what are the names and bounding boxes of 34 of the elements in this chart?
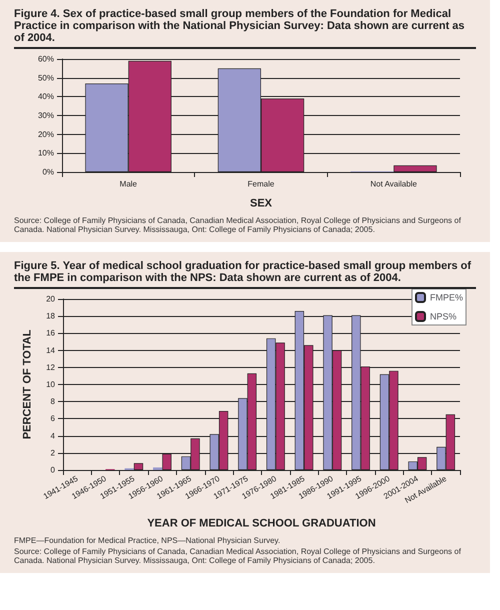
y-axis-title: PERCENT OF TOTAL [22, 329, 34, 440]
y-tick-label: 18 [46, 312, 56, 321]
y-tick-label: 12 [46, 362, 56, 372]
y-tick-label: 10% [38, 148, 54, 158]
legend-label: NPS% [430, 312, 457, 322]
x-axis-title: YEAR OF MEDICAL SCHOOL GRADUATION [147, 518, 376, 530]
x-tick-label: Male [120, 180, 138, 188]
text: FMPE—Foundation for Medical Practice, NPS—National Physician Survey. [14, 536, 282, 545]
legend-label: FMPE% [430, 292, 464, 302]
y-tick-label: 14 [46, 346, 56, 355]
y-tick-label: 4 [50, 431, 56, 440]
y-tick-label: 20 [46, 294, 56, 304]
chart-title: Figure 5. Year of medical school graduation for practice-based small group members of the FMPE in comparison with the NPS: Data shown are current as of 2004. [14, 260, 476, 289]
source-note: Source: College of Family Physicians of Canada, Canadian Medical Association, Royal College of Physicians and Surgeons of Canada. National Physician Survey. Mississauga, Ont: College of Family Physicians of Canada; 2005. [14, 216, 462, 234]
y-tick-label: 16 [46, 328, 56, 338]
y-tick-label: 6 [50, 414, 56, 424]
bar [153, 467, 162, 470]
x-axis-title: SEX [250, 198, 273, 210]
bar [134, 463, 144, 470]
source-note: Source: College of Family Physicians of Canada, Canadian Medical Association, Royal College of Physicians and Surgeons of Canada. National Physician Survey. Mississauga, Ont: College of Family Physicians of Canada; 2005. [14, 547, 462, 565]
chart-title: Figure 4. Sex of practice-based small group members of the Foundation for Medical Practice in comparison with the National Physician Survey: Data shown are current as of 2004. [14, 8, 476, 49]
x-tick-label: Female [248, 180, 275, 188]
y-tick-label: 8 [50, 397, 56, 406]
y-tick-label: 0 [50, 466, 56, 474]
y-tick-label: 50% [38, 73, 54, 82]
y-tick-label: 40% [38, 92, 54, 102]
y-tick-label: 30% [38, 111, 54, 120]
y-tick-label: 60% [38, 54, 54, 64]
y-tick-label: 10 [46, 380, 56, 389]
x-tick-label: Not Available [370, 180, 418, 188]
y-tick-label: 0% [42, 168, 54, 176]
y-tick-label: 2 [50, 448, 56, 458]
bar [394, 165, 437, 172]
y-tick-label: 20% [38, 130, 54, 139]
